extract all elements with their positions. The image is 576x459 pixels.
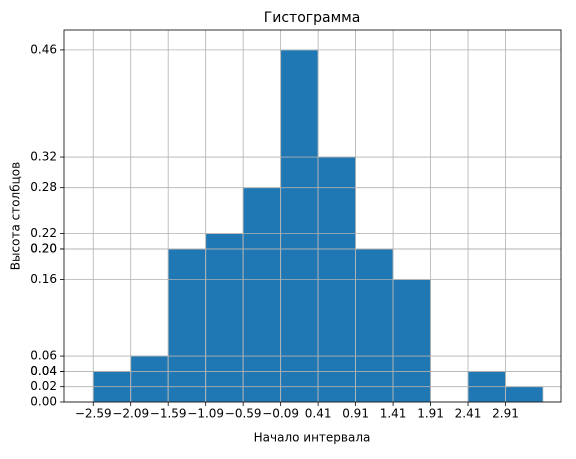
- x-tick-label: −0.09: [262, 407, 299, 421]
- bar: [167, 248, 207, 403]
- y-tick-label: 0.00: [30, 395, 57, 409]
- x-tick-label: 1.41: [380, 407, 407, 421]
- bar: [242, 187, 282, 403]
- x-tick-label: −1.59: [150, 407, 187, 421]
- bar: [205, 233, 244, 403]
- x-axis-label: Начало интервала: [254, 431, 371, 445]
- y-tick-label: 0.32: [30, 150, 57, 164]
- y-tick-label: 0.20: [30, 241, 57, 255]
- x-tick-label: −2.09: [112, 407, 149, 421]
- y-tick-label: 0.16: [30, 272, 57, 286]
- bar: [130, 355, 169, 403]
- x-tick-label: −0.59: [225, 407, 262, 421]
- y-tick-label: 0.28: [30, 180, 57, 194]
- y-tick-label: 0.22: [30, 226, 57, 240]
- y-axis-label: Высота столбцов: [9, 162, 23, 270]
- x-tick-label: 2.91: [492, 407, 519, 421]
- x-tick-label: −2.59: [75, 407, 112, 421]
- y-tick-label: 0.06: [30, 349, 57, 363]
- x-tick-label: 0.41: [305, 407, 332, 421]
- bar: [280, 49, 319, 403]
- x-tick-label: −1.09: [187, 407, 224, 421]
- y-tick-label: 0.04: [30, 364, 57, 378]
- plot-frame: [63, 29, 562, 403]
- bar: [355, 248, 394, 403]
- y-tick-label: 0.46: [30, 42, 57, 56]
- y-tick-label: 0.02: [30, 379, 57, 393]
- x-tick-label: 0.91: [342, 407, 369, 421]
- bar: [392, 279, 431, 403]
- y-tick-label: 0.20: [30, 241, 57, 255]
- chart-title: Гистограмма: [264, 10, 361, 26]
- x-tick-label: 1.91: [417, 407, 444, 421]
- x-tick-label: 2.41: [455, 407, 482, 421]
- bar: [505, 386, 544, 403]
- y-tick-label: 0.04: [30, 364, 57, 378]
